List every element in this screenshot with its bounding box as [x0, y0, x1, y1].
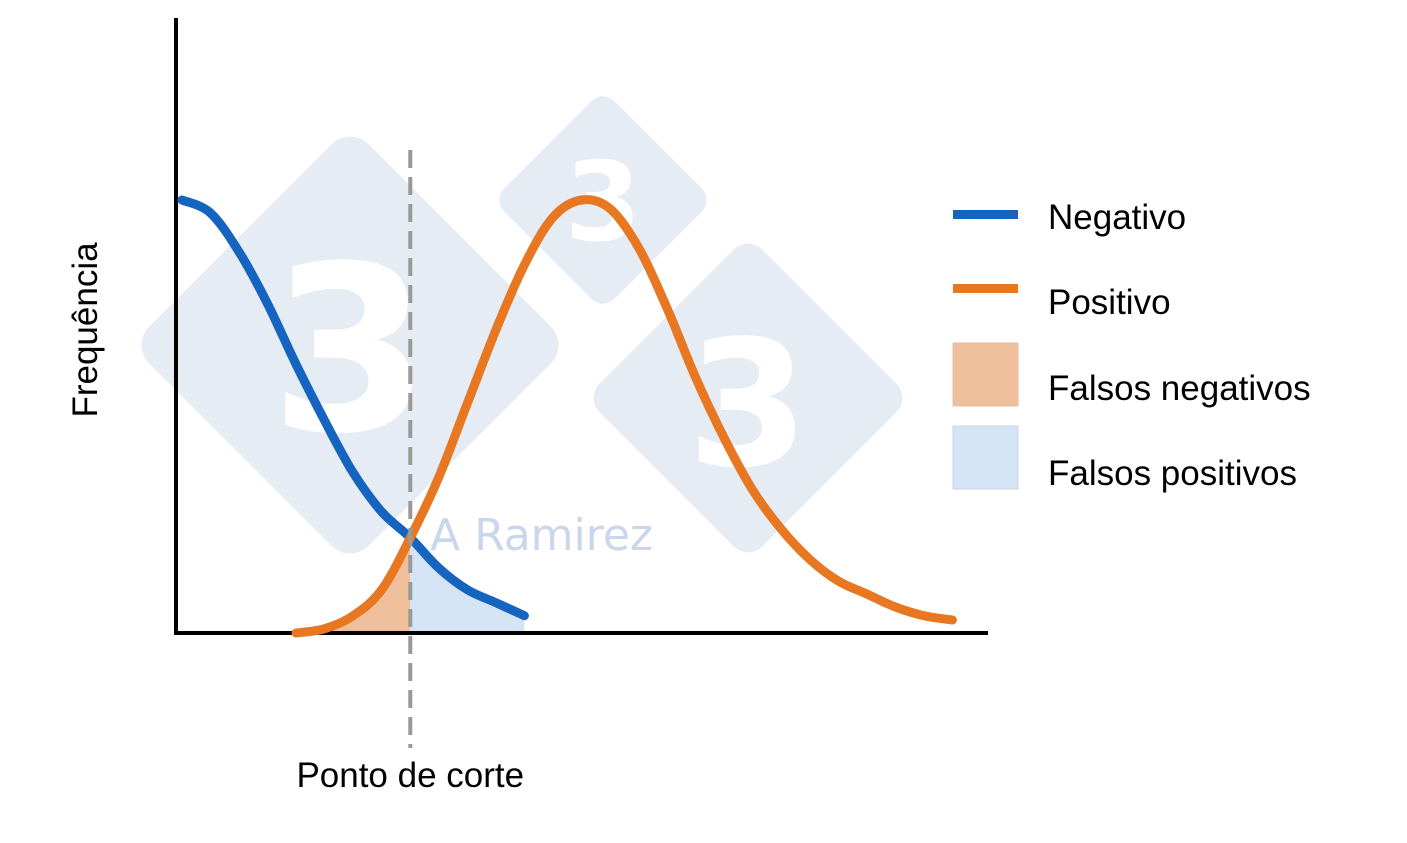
legend-label-positivo: Positivo	[1048, 283, 1171, 322]
legend: Negativo Positivo Falsos negativos Falso…	[952, 198, 1311, 493]
y-axis-label: Frequência	[66, 242, 105, 418]
x-axis-label: Ponto de corte	[296, 756, 524, 795]
watermark-text: A Ramirez	[430, 510, 653, 561]
legend-swatch-falsos-positivos	[952, 425, 1019, 490]
legend-swatch-positivo	[953, 284, 1018, 293]
shaded-areas	[296, 537, 525, 633]
watermark-digit-left: 3	[270, 218, 430, 485]
legend-label-falsos-negativos: Falsos negativos	[1048, 369, 1311, 408]
watermark: 3 3 3 A Ramirez	[141, 96, 903, 561]
legend-label-falsos-positivos: Falsos positivos	[1048, 454, 1297, 493]
series-line-negativo	[177, 195, 529, 621]
legend-label-negativo: Negativo	[1048, 198, 1186, 237]
shaded-region-falsos-negativos	[296, 537, 411, 633]
legend-swatch-falsos-negativos	[952, 342, 1019, 407]
shaded-region-falsos-positivos	[410, 537, 525, 633]
legend-swatch-negativo	[953, 210, 1018, 219]
